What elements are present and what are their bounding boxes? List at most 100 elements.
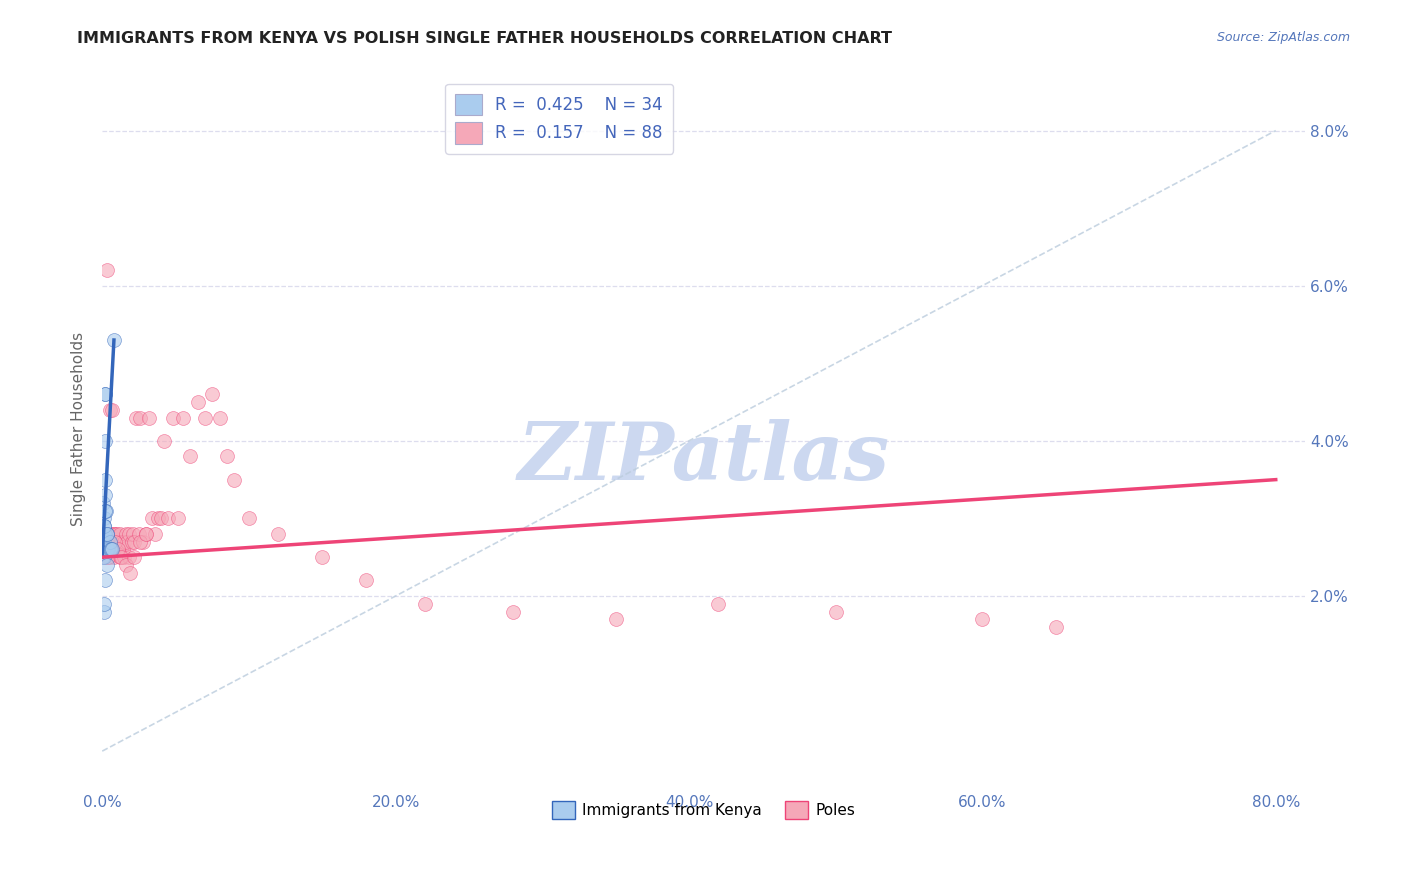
Point xyxy=(91,527,114,541)
Text: IMMIGRANTS FROM KENYA VS POLISH SINGLE FATHER HOUSEHOLDS CORRELATION CHART: IMMIGRANTS FROM KENYA VS POLISH SINGLE F… xyxy=(77,31,893,46)
Point xyxy=(93,550,115,565)
Point xyxy=(311,550,333,565)
Point xyxy=(93,473,115,487)
Point xyxy=(354,574,377,588)
Point xyxy=(146,511,169,525)
Point xyxy=(98,542,121,557)
Point xyxy=(93,534,115,549)
Point xyxy=(129,410,152,425)
Point xyxy=(125,410,148,425)
Point xyxy=(157,511,180,525)
Point xyxy=(96,542,118,557)
Point xyxy=(94,574,117,588)
Point xyxy=(91,550,114,565)
Point xyxy=(94,527,117,541)
Point xyxy=(121,534,143,549)
Point xyxy=(96,542,118,557)
Point xyxy=(135,527,157,541)
Point xyxy=(267,527,290,541)
Point xyxy=(972,612,994,626)
Point xyxy=(97,534,120,549)
Point xyxy=(101,542,124,557)
Legend: Immigrants from Kenya, Poles: Immigrants from Kenya, Poles xyxy=(546,795,862,826)
Point xyxy=(208,410,231,425)
Point xyxy=(97,542,120,557)
Point xyxy=(96,527,118,541)
Point xyxy=(94,550,117,565)
Point xyxy=(94,387,117,401)
Point xyxy=(97,550,120,565)
Point xyxy=(103,333,125,347)
Point xyxy=(215,450,238,464)
Point xyxy=(94,387,117,401)
Point xyxy=(96,534,118,549)
Point xyxy=(93,597,115,611)
Point xyxy=(129,534,152,549)
Point xyxy=(824,605,846,619)
Point xyxy=(96,263,118,277)
Point xyxy=(93,527,115,541)
Point xyxy=(94,534,117,549)
Point xyxy=(128,527,150,541)
Point xyxy=(167,511,190,525)
Point xyxy=(103,550,125,565)
Point xyxy=(93,511,115,525)
Point xyxy=(110,550,132,565)
Point xyxy=(707,597,730,611)
Point xyxy=(94,503,117,517)
Point xyxy=(107,542,129,557)
Point xyxy=(120,566,142,580)
Point xyxy=(96,527,118,541)
Point xyxy=(238,511,260,525)
Point xyxy=(100,534,122,549)
Point xyxy=(138,410,160,425)
Text: ZIPatlas: ZIPatlas xyxy=(517,419,890,497)
Point xyxy=(91,496,114,510)
Point xyxy=(124,534,146,549)
Point xyxy=(124,550,146,565)
Point xyxy=(93,519,115,533)
Y-axis label: Single Father Households: Single Father Households xyxy=(72,332,86,526)
Point xyxy=(104,542,127,557)
Point xyxy=(122,527,145,541)
Point xyxy=(93,605,115,619)
Point xyxy=(114,527,136,541)
Point xyxy=(105,534,128,549)
Point xyxy=(187,395,209,409)
Point xyxy=(93,542,115,557)
Text: Source: ZipAtlas.com: Source: ZipAtlas.com xyxy=(1216,31,1350,45)
Point xyxy=(91,527,114,541)
Point xyxy=(101,542,124,557)
Point xyxy=(108,527,131,541)
Point xyxy=(112,534,135,549)
Point xyxy=(98,550,121,565)
Point xyxy=(162,410,184,425)
Point xyxy=(96,542,118,557)
Point xyxy=(98,534,121,549)
Point xyxy=(201,387,224,401)
Point xyxy=(413,597,436,611)
Point xyxy=(93,542,115,557)
Point xyxy=(149,511,172,525)
Point xyxy=(97,527,120,541)
Point xyxy=(98,534,121,549)
Point xyxy=(110,534,132,549)
Point xyxy=(100,527,122,541)
Point xyxy=(115,534,138,549)
Point xyxy=(104,534,127,549)
Point xyxy=(100,542,122,557)
Point xyxy=(135,527,157,541)
Point xyxy=(98,402,121,417)
Point xyxy=(172,410,194,425)
Point xyxy=(101,402,124,417)
Point xyxy=(132,534,155,549)
Point xyxy=(104,527,127,541)
Point xyxy=(93,519,115,533)
Point xyxy=(96,527,118,541)
Point xyxy=(93,527,115,541)
Point xyxy=(111,542,134,557)
Point xyxy=(93,527,115,541)
Point xyxy=(143,527,166,541)
Point xyxy=(94,503,117,517)
Point xyxy=(153,434,176,448)
